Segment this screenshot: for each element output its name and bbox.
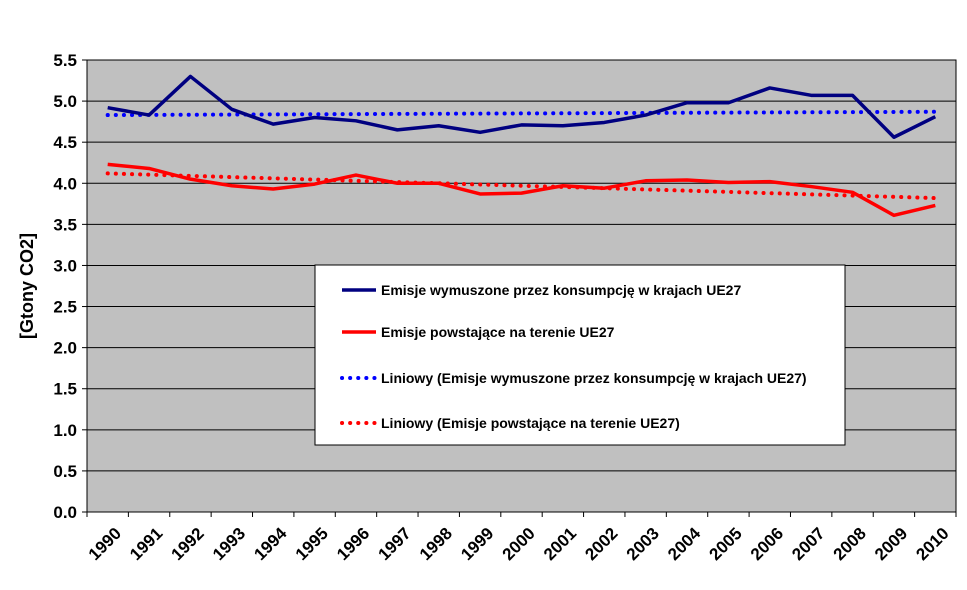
y-tick-label: 4.0 — [53, 174, 77, 193]
x-tick-labels: 1990 1991 1992 1993 1994 1995 1996 1997 1998 1999… — [85, 523, 953, 564]
x-tick-label: 1997 — [374, 524, 414, 564]
y-tick-label: 1.0 — [53, 421, 77, 440]
y-tick-label: 3.5 — [53, 215, 77, 234]
legend-entry-2: Emisje powstające na terenie UE27 — [342, 324, 615, 340]
x-tick-label: 1994 — [250, 523, 291, 564]
x-tick-label: 1998 — [416, 524, 456, 564]
x-tick-label: 1991 — [126, 524, 166, 564]
legend-entry-3: Liniowy (Emisje wymuszone przez konsumpc… — [340, 370, 807, 386]
legend-label-1: Emisje wymuszone przez konsumpcję w kraj… — [381, 282, 741, 298]
y-tick-labels: 0.0 0.5 1.0 1.5 2.0 2.5 3.0 3.5 4.0 4.5 5.0 5.5 — [53, 51, 77, 522]
legend: Emisje wymuszone przez konsumpcję w kraj… — [314, 264, 846, 446]
x-tick-label: 2000 — [499, 524, 539, 564]
series-line-1 — [107, 74, 937, 140]
x-tick-label: 2004 — [664, 523, 705, 564]
legend-label-3: Liniowy (Emisje wymuszone przez konsumpc… — [381, 370, 807, 386]
x-tick-label: 2001 — [540, 524, 580, 564]
y-tick-label: 1.5 — [53, 380, 77, 399]
series-line-2 — [107, 162, 936, 218]
x-tick-label: 2009 — [871, 524, 911, 564]
legend-label-2: Emisje powstające na terenie UE27 — [381, 324, 615, 340]
series-line-4 — [105, 171, 938, 201]
x-tick-label: 1990 — [85, 524, 125, 564]
x-tick-label: 2005 — [706, 524, 746, 564]
x-tick-label: 2002 — [581, 524, 621, 564]
x-tick-label: 2003 — [623, 524, 663, 564]
x-tick-label: 1993 — [209, 524, 249, 564]
x-tick-label: 2010 — [912, 524, 952, 564]
legend-entry-4: Liniowy (Emisje powstające na terenie UE… — [340, 415, 680, 431]
y-tick-label: 4.5 — [53, 133, 77, 152]
y-tick-label: 2.0 — [53, 339, 77, 358]
x-tick-label: 2008 — [830, 524, 870, 564]
data-series — [105, 74, 938, 218]
x-tick-label: 1995 — [292, 524, 332, 564]
y-tick-label: 0.5 — [53, 462, 77, 481]
x-tick-label: 1996 — [333, 524, 373, 564]
y-tick-label: 5.5 — [53, 51, 77, 70]
plot-border — [86, 59, 957, 513]
legend-entry-1: Emisje wymuszone przez konsumpcję w kraj… — [342, 282, 741, 298]
x-tick-label: 2007 — [788, 524, 828, 564]
x-tick-label: 1992 — [168, 524, 208, 564]
y-axis-label: [Gtony CO2] — [17, 233, 37, 339]
legend-box — [314, 264, 846, 446]
x-tick-label: 2006 — [747, 524, 787, 564]
legend-label-4: Liniowy (Emisje powstające na terenie UE… — [381, 415, 680, 431]
y-tick-label: 3.0 — [53, 256, 77, 275]
x-tick-label: 1999 — [457, 524, 497, 564]
y-tick-label: 0.0 — [53, 503, 77, 522]
y-tick-label: 5.0 — [53, 92, 77, 111]
y-tick-label: 2.5 — [53, 298, 77, 317]
